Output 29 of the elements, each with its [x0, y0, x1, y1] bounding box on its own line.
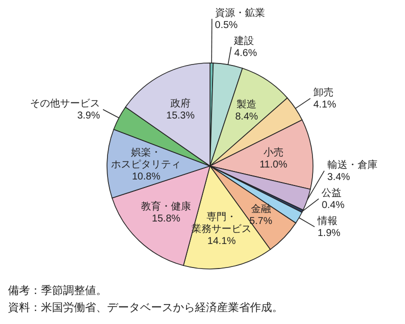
data-label: 14.1%: [207, 236, 236, 247]
slice-label: その他サービス: [30, 97, 100, 110]
slice-label: 娯楽・ホスピタリティ: [111, 146, 182, 170]
data-label: 0.5%: [214, 20, 238, 31]
data-label: 0.4%: [322, 200, 345, 211]
text: 備考：季節調整値。: [8, 283, 108, 299]
data-label: 1.9%: [318, 228, 340, 239]
slice-label: 政府: [170, 97, 190, 110]
slice-label: 建設: [233, 34, 254, 47]
slice-label: 輸送・倉庫: [327, 158, 378, 171]
slice-label: 情報: [316, 214, 338, 227]
slice-label: 金融: [250, 202, 271, 215]
data-label: 10.8%: [132, 171, 160, 182]
data-label: 15.3%: [166, 110, 195, 122]
slice-label: 小売: [263, 146, 284, 158]
data-label: 11.0%: [260, 159, 288, 170]
data-label: 15.8%: [152, 213, 180, 224]
data-label: 3.4%: [327, 172, 350, 183]
data-label: 4.1%: [313, 99, 336, 110]
slice-label: 資源・鉱業: [214, 6, 265, 19]
slice-label: 卸売: [313, 86, 334, 98]
data-label: 8.4%: [235, 112, 258, 123]
slice-label: 教育・健康: [141, 200, 192, 212]
text: 資料：米国労働省、データベースから経済産業省作成。: [8, 300, 283, 316]
data-label: 3.9%: [77, 110, 100, 122]
slice-label: 公益: [322, 186, 342, 199]
slice-label: 製造: [236, 98, 257, 111]
data-label: 5.7%: [249, 216, 272, 227]
data-label: 4.6%: [234, 48, 258, 59]
